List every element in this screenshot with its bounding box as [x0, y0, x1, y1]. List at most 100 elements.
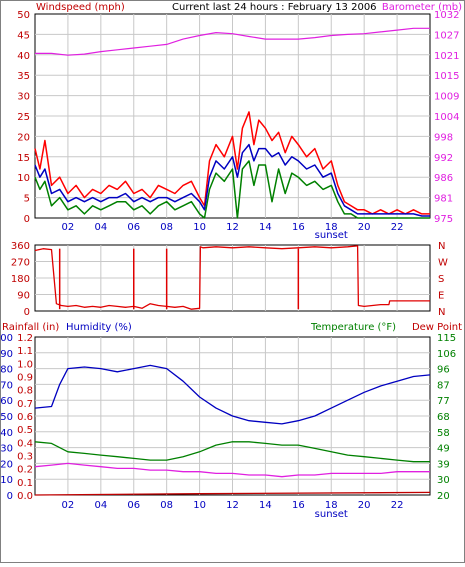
- humidity-y-tick-label: 100: [0, 333, 13, 344]
- rain-y-tick-label: 0.3: [17, 452, 33, 463]
- rain-y-tick-label: 0.7: [17, 399, 33, 410]
- barometer-y-tick-label: 992: [434, 153, 453, 164]
- rain-series-line: [34, 491, 431, 496]
- humidity-x-tick-label: 20: [358, 500, 371, 511]
- wind-y-tick-label: 15: [17, 153, 30, 164]
- rain-y-tick-label: 0.4: [17, 438, 33, 449]
- direction-y-tick-label: 270: [11, 258, 30, 269]
- temperature-y-tick-label: 87: [437, 380, 450, 391]
- humidity-y-tick-label: 50: [0, 412, 13, 423]
- wind-x-tick-label: 08: [160, 222, 173, 233]
- compass-label: W: [438, 258, 448, 269]
- barometer-y-tick-label: 981: [434, 194, 453, 205]
- sunset-marker: sunset: [315, 230, 348, 241]
- temperature-y-tick-label: 30: [437, 475, 450, 486]
- temperature-y-tick-label: 20: [437, 491, 450, 502]
- temperature-y-tick-label: 115: [437, 333, 456, 344]
- wind-y-tick-label: 45: [17, 30, 30, 41]
- wind-x-tick-label: 10: [193, 222, 206, 233]
- humidity-x-tick-label: 22: [391, 500, 404, 511]
- humidity-x-tick-label: 06: [127, 500, 140, 511]
- temperature-y-tick-label: 106: [437, 349, 456, 360]
- humidity-x-tick-label: 08: [160, 500, 173, 511]
- wind-direction-series-line: [34, 245, 430, 310]
- barometer-label: Barometer (mb): [382, 2, 462, 13]
- direction-y-tick-label: 180: [11, 274, 30, 285]
- rain-y-tick-label: 1.0: [17, 359, 33, 370]
- barometer-y-tick-label: 1027: [434, 30, 459, 41]
- wind-y-tick-label: 20: [17, 132, 30, 143]
- humidity-y-tick-label: 40: [0, 428, 13, 439]
- rainfall-label: Rainfall (in): [2, 322, 59, 333]
- wind-y-tick-label: 35: [17, 71, 30, 82]
- humidity-y-tick-label: 30: [0, 444, 13, 455]
- humidity-y-tick-label: 0: [7, 491, 13, 502]
- humidity-y-tick-label: 90: [0, 349, 13, 360]
- wind-x-tick-label: 18: [325, 222, 338, 233]
- temperature-y-tick-label: 96: [437, 365, 450, 376]
- compass-label: E: [438, 291, 444, 302]
- humidity-temperature-chart: 0 10 20 30 40 50 60 70 80 90 100 0.0 0.1 0.2 0.3 0.4 0.5…: [0, 333, 456, 520]
- rain-y-tick-label: 1.1: [17, 346, 33, 357]
- wind-x-tick-label: 22: [391, 222, 404, 233]
- humidity-y-tick-label: 20: [0, 459, 13, 470]
- wind-y-tick-label: 40: [17, 51, 30, 62]
- rain-y-tick-label: 0.1: [17, 478, 33, 489]
- wind-x-tick-label: 20: [358, 222, 371, 233]
- dewpoint-label: Dew Point: [412, 322, 462, 333]
- temperature-series-line: [34, 441, 430, 463]
- temperature-y-tick-label: 68: [437, 412, 450, 423]
- humidity-label: Humidity (%): [66, 322, 132, 333]
- barometer-y-tick-label: 986: [434, 173, 453, 184]
- temperature-y-tick-label: 58: [437, 428, 450, 439]
- wind-x-tick-label: 12: [226, 222, 239, 233]
- barometer-y-tick-label: 1009: [434, 92, 459, 103]
- humidity-x-tick-label: 12: [226, 500, 239, 511]
- humidity-y-tick-label: 70: [0, 380, 13, 391]
- humidity-x-tick-label: 10: [193, 500, 206, 511]
- wind-x-tick-label: 16: [292, 222, 305, 233]
- chart-title: Current last 24 hours : February 13 2006: [172, 2, 377, 13]
- humidity-x-tick-label: 14: [259, 500, 272, 511]
- humidity-y-tick-label: 60: [0, 396, 13, 407]
- temperature-y-tick-label: 39: [437, 459, 450, 470]
- gust-series-line: [34, 111, 430, 215]
- rain-y-tick-label: 0.0: [17, 491, 33, 502]
- wind-y-tick-label: 25: [17, 112, 30, 123]
- barometer-y-tick-label: 1004: [434, 112, 459, 123]
- wind-x-tick-label: 02: [62, 222, 75, 233]
- humidity-y-tick-label: 10: [0, 475, 13, 486]
- wind-x-tick-label: 04: [94, 222, 107, 233]
- barometer-series-line: [35, 27, 430, 56]
- temperature-y-tick-label: 77: [437, 396, 450, 407]
- wind-series-line: [34, 160, 430, 219]
- windspeed-label: Windspeed (mph): [36, 2, 125, 13]
- compass-label: S: [438, 274, 444, 285]
- rain-y-tick-label: 0.6: [17, 412, 33, 423]
- wind-y-tick-label: 30: [17, 92, 30, 103]
- barometer-y-tick-label: 998: [434, 132, 453, 143]
- humidity-x-tick-label: 16: [292, 500, 305, 511]
- wind-x-tick-label: 14: [259, 222, 272, 233]
- rain-y-tick-label: 0.5: [17, 425, 33, 436]
- avg-series-line: [34, 143, 430, 217]
- humidity-x-tick-label: 02: [62, 500, 75, 511]
- barometer-y-tick-label: 1015: [434, 71, 459, 82]
- direction-y-tick-label: 90: [17, 291, 30, 302]
- dewpoint-series-line: [34, 462, 430, 478]
- sunset-marker: sunset: [315, 509, 348, 520]
- wind-y-tick-label: 0: [24, 214, 30, 225]
- barometer-y-tick-label: 1032: [434, 10, 459, 21]
- wind-x-tick-label: 06: [127, 222, 140, 233]
- wind-y-tick-label: 5: [24, 194, 30, 205]
- barometer-y-tick-label: 1021: [434, 51, 459, 62]
- wind-y-tick-label: 50: [17, 10, 30, 21]
- humidity-series-line: [34, 364, 431, 425]
- compass-label: N: [438, 307, 445, 318]
- compass-label: N: [438, 241, 445, 252]
- humidity-x-tick-label: 18: [325, 500, 338, 511]
- wind-barometer-chart: 0510152025303540455097598198699299810041…: [17, 10, 459, 241]
